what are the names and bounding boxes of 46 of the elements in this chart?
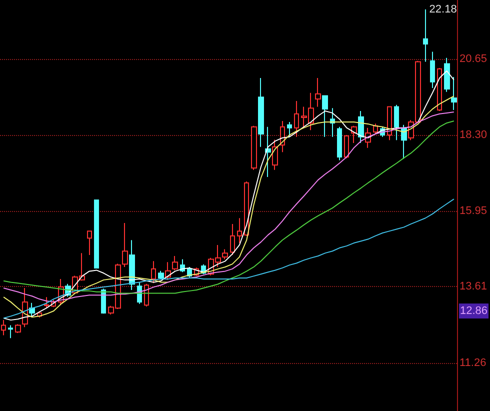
- annotation: 22.18: [429, 3, 457, 16]
- candlestick: [222, 248, 228, 260]
- candlestick: [387, 106, 392, 141]
- candlestick: [373, 123, 378, 134]
- candlestick: [151, 260, 156, 284]
- candlestick: [258, 77, 264, 148]
- candlestick: [444, 57, 450, 92]
- candlestick: [94, 200, 99, 268]
- candlestick: [423, 8, 428, 62]
- line-series: [3, 198, 454, 319]
- y-tick-label: 15.95: [459, 205, 488, 217]
- candlestick: [272, 139, 278, 170]
- candlestick: [15, 324, 21, 334]
- candlestick: [265, 126, 271, 178]
- candlestick: [230, 223, 235, 256]
- y-tick-label: 20.65: [459, 52, 488, 65]
- candlestick: [244, 181, 249, 236]
- candlestick: [251, 125, 257, 170]
- annotation: 12.86: [460, 305, 488, 317]
- y-tick-label: 18.30: [459, 128, 488, 141]
- candlestick: [44, 296, 49, 309]
- candlestick: [315, 77, 321, 108]
- candlestick: [129, 240, 135, 290]
- candlestick: [1, 320, 6, 336]
- candlestick: [330, 108, 335, 138]
- candlestick: [8, 324, 13, 339]
- candlestick: [158, 270, 164, 280]
- candlestick: [287, 122, 292, 138]
- candlestick: [172, 255, 178, 271]
- candlestick: [122, 222, 128, 268]
- candlestick: [101, 288, 106, 314]
- candlestick: [322, 95, 328, 138]
- candlestick: [87, 230, 92, 256]
- candlestick: [437, 67, 442, 112]
- candlestick: [451, 76, 457, 111]
- candlestick: [144, 283, 149, 307]
- candlestick: [430, 51, 435, 89]
- candlestick: [237, 218, 242, 244]
- candlestick: [394, 104, 399, 141]
- candlestick: [337, 126, 342, 161]
- candlestick: [29, 302, 35, 318]
- candlestick: [294, 100, 299, 138]
- y-tick-label: 13.61: [459, 280, 488, 293]
- candlestick: [358, 110, 364, 144]
- y-tick-label: 11.26: [459, 356, 486, 369]
- candlestick: [401, 124, 407, 160]
